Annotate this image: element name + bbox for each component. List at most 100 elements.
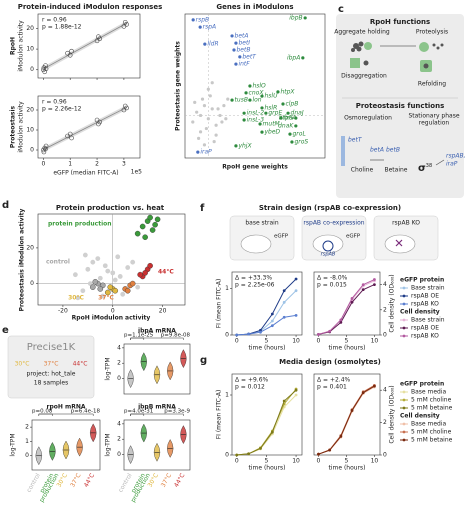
x-tick-label: 2 (95, 161, 99, 168)
gene-point (198, 25, 202, 29)
legend-marker (402, 406, 406, 410)
gene-point (224, 117, 228, 121)
legend-label: Base media (411, 389, 447, 396)
gene-label: insL-2 (247, 110, 265, 117)
panel-letter: e (2, 325, 9, 336)
marker (361, 391, 365, 395)
gene-point (286, 111, 290, 115)
data-point (43, 63, 48, 68)
x-tick-label: 5 (345, 338, 349, 345)
x-label: RpoH iModulon activity (72, 315, 151, 322)
sample-point (72, 272, 78, 278)
legend-marker (402, 302, 406, 306)
x-tick-label: 5 (264, 458, 268, 465)
sample-point (105, 268, 111, 274)
category-label: 37°C (69, 472, 82, 488)
p-value: p=4.0e-31 (124, 409, 153, 415)
marker (247, 332, 251, 336)
gene-point (206, 87, 210, 91)
sample-point (149, 227, 156, 233)
gene-point (197, 136, 201, 140)
gene-point (260, 94, 264, 98)
gene-label: rspAB, (446, 153, 466, 160)
sample-point (125, 265, 131, 270)
y-tick-label: 1 (25, 438, 29, 445)
cartoon-label: rspAB co-expression (303, 220, 364, 227)
data-point (67, 131, 73, 137)
legend-label: 5 mM choline (411, 429, 452, 436)
aggregate-icon (351, 41, 372, 52)
legend-marker (402, 422, 406, 426)
legend-marker (402, 318, 406, 322)
p-value: p=1.1e-25 (124, 333, 154, 339)
panel-letter: d (2, 200, 9, 211)
gene-label: rspA (203, 24, 217, 31)
sample-point (97, 275, 103, 281)
y-tick-label: 0 (225, 452, 229, 459)
panel-title: Media design (osmolytes) (279, 358, 381, 366)
axes-frame (37, 213, 186, 306)
y-label: Cell density (OD₆₀₀) (389, 385, 396, 443)
gene-point (248, 98, 252, 102)
metabolite-label: Choline (351, 167, 374, 174)
x-tick-label: 10 (292, 458, 300, 465)
legend-marker (402, 438, 406, 442)
marker (350, 300, 354, 304)
y-tick-label: 0 (30, 280, 34, 287)
gene-label: groL (293, 131, 306, 138)
gene-point (218, 113, 222, 118)
legend-label: rspAB KO (411, 301, 439, 308)
gene-point (193, 100, 197, 104)
gene-point (202, 104, 207, 108)
sample-point (104, 289, 111, 296)
sample-point (112, 287, 119, 294)
condition-label: 44°C (73, 361, 88, 368)
plot-title: rpoH mRNA (46, 404, 85, 411)
y-tick-label: 20 (26, 244, 34, 251)
legend-label: Base strain (411, 285, 445, 292)
marker (294, 289, 298, 293)
gene-point (202, 143, 207, 147)
y-tick-label: 0 (25, 452, 29, 459)
gene-point (210, 81, 214, 85)
plasmid (322, 240, 334, 252)
x-tick-label: -20 (58, 308, 68, 315)
sigma: σ (418, 163, 426, 174)
gene-point (198, 113, 203, 118)
p-value: p = 1.88e-12 (42, 24, 82, 31)
gene-point (232, 48, 236, 52)
sample-point (110, 270, 116, 276)
gene-point (258, 122, 262, 126)
x-tick-label: 0 (41, 161, 45, 168)
legend-label: Base strain (411, 317, 445, 324)
gene-label: lldR (207, 41, 218, 48)
sample-point (80, 288, 86, 294)
gene-point (206, 117, 210, 121)
axes-frame (231, 373, 303, 456)
sample-point (75, 295, 81, 301)
gene-label: mutM (263, 120, 281, 127)
x-tick-label: 1 (68, 161, 72, 168)
gene-point (214, 133, 218, 137)
group-label: 30°C (68, 295, 84, 302)
panel-box (336, 14, 464, 198)
axes-frame (37, 13, 141, 79)
legend-label: rspAB OE (411, 293, 439, 300)
panel-title: Genes in iModulons (216, 3, 293, 11)
data-point (97, 36, 103, 42)
arrow (435, 159, 445, 166)
gene-point (242, 111, 246, 115)
delta: Δ = +2.4% (317, 377, 351, 384)
function-label: Stationary phase (408, 113, 459, 120)
axes-frame (123, 419, 191, 471)
gene-label: betA (235, 32, 249, 39)
y-label: iModulon activity (18, 20, 25, 72)
x-tick-label: 0 (111, 308, 115, 315)
gene-point (191, 18, 195, 22)
marker (361, 283, 365, 286)
series-line (236, 394, 297, 456)
y-label: Proteostasis gene weights (175, 41, 182, 131)
y-label: log-TPM (105, 357, 112, 380)
gene-point (276, 90, 280, 94)
legend-title: eGFP protein (400, 381, 444, 388)
